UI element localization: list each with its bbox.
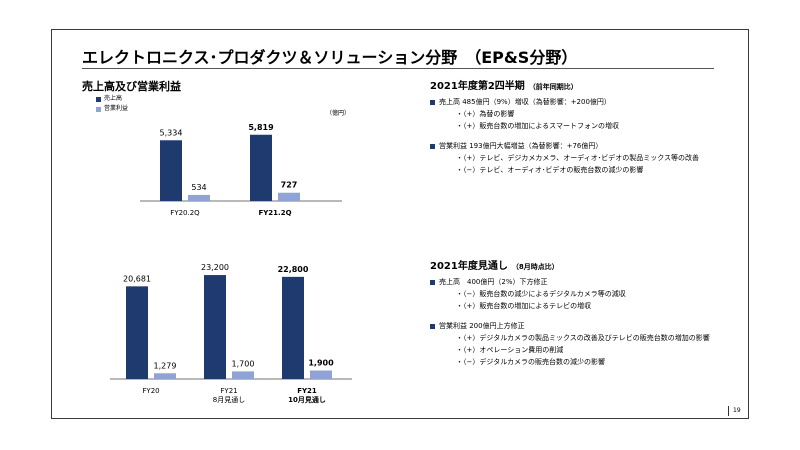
bar-value-label: 23,200	[201, 263, 229, 272]
q2-sales-item: ・（+）為替の影響	[456, 110, 515, 118]
legend-label-sales: 売上高	[104, 95, 123, 102]
bullet-icon	[430, 99, 435, 105]
forecast-panel-heading: 2021年度見通し	[430, 261, 508, 272]
quarterly-bar-chart: 5,334 534 FY20.2Q 5,819 727 FY21.2Q	[140, 123, 342, 217]
bar-sales	[126, 286, 148, 379]
category-tick-label: FY21 8月見通し	[213, 387, 245, 404]
bar-operating-profit	[310, 370, 332, 379]
bar-operating-profit	[232, 371, 254, 379]
legend-item-sales: 売上高	[96, 94, 128, 104]
q2-panel-note: （前年同期比）	[528, 83, 578, 91]
forecast-sales-block: 売上高 400億円（2%）下方修正 ・（−）販売台数の減少によるデジタルカメラ等…	[430, 276, 710, 312]
category-tick-label: FY20.2Q	[170, 209, 200, 217]
bar-value-label: 20,681	[123, 274, 151, 283]
bar-value-label: 534	[191, 183, 206, 192]
slide-title: エレクトロニクス･プロダクツ＆ソリューション分野 （EP&S分野）	[82, 48, 578, 67]
bar-value-label: 22,800	[278, 265, 309, 274]
q2-panel: 2021年度第2四半期 （前年同期比） 売上高 485億円（9%）増収（為替影響：…	[430, 80, 699, 184]
page-number: 19	[728, 406, 741, 416]
bar-sales	[160, 140, 182, 201]
bar-operating-profit	[278, 192, 300, 201]
chart-section-title: 売上高及び営業利益	[82, 80, 181, 93]
q2-sales-head: 売上高 485億円（9%）増収（為替影響：+200億円）	[439, 98, 611, 106]
bullet-icon	[430, 323, 435, 329]
forecast-profit-block: 営業利益 200億円上方修正 ・（+）デジタルカメラの製品ミックスの改善及びテレ…	[430, 320, 710, 368]
q2-profit-item: ・（−）テレビ、オーディオ･ビデオの販売台数の減少の影響	[456, 166, 644, 174]
forecast-sales-item: ・（+）販売台数の増加によるテレビの増収	[456, 302, 592, 310]
bar-operating-profit	[154, 373, 176, 379]
forecast-profit-item: ・（+）オペレーション費用の削減	[456, 346, 564, 354]
q2-panel-heading: 2021年度第2四半期	[430, 81, 525, 92]
unit-label: （億円）	[326, 110, 351, 117]
q2-profit-item: ・（+）テレビ、デジカメカメラ、オーディオ･ビデオの製品ミックス等の改善	[456, 154, 700, 162]
legend-label-profit: 営業利益	[104, 105, 129, 112]
category-tick-label: FY20	[142, 387, 159, 395]
q2-panel-title: 2021年度第2四半期 （前年同期比）	[430, 80, 699, 94]
q2-sales-block: 売上高 485億円（9%）増収（為替影響：+200億円） ・（+）為替の影響 ・…	[430, 96, 699, 132]
category-tick-label: FY21.2Q	[258, 209, 291, 217]
forecast-panel-note: （8月時点比）	[511, 263, 559, 271]
forecast-profit-item: ・（+）デジタルカメラの製品ミックスの改善及びテレビの販売台数の増加の影響	[456, 334, 710, 342]
q2-profit-head: 営業利益 193億円大幅増益（為替影響：+76億円）	[439, 142, 603, 150]
q2-sales-item: ・（+）販売台数の増加によるスマートフォンの増収	[456, 122, 619, 130]
category-tick-label: FY21 10月見通し	[288, 387, 326, 404]
bullet-icon	[430, 143, 435, 149]
bar-sales	[204, 275, 226, 379]
bar-value-label: 5,334	[160, 128, 183, 137]
bar-value-label: 727	[281, 181, 298, 190]
forecast-sales-head: 売上高 400億円（2%）下方修正	[439, 278, 548, 286]
slide: エレクトロニクス･プロダクツ＆ソリューション分野 （EP&S分野） 売上高及び営…	[51, 29, 749, 419]
bar-sales	[250, 134, 272, 201]
legend-swatch-sales	[96, 96, 101, 102]
forecast-sales-item: ・（−）販売台数の減少によるデジタルカメラ等の減収	[456, 290, 626, 298]
forecast-profit-head: 営業利益 200億円上方修正	[439, 322, 525, 330]
forecast-panel: 2021年度見通し （8月時点比） 売上高 400億円（2%）下方修正 ・（−）販…	[430, 260, 710, 376]
forecast-profit-item: ・（−）デジタルカメラの販売台数の減少の影響	[456, 358, 606, 366]
legend-item-profit: 営業利益	[96, 104, 128, 114]
bullet-icon	[430, 279, 435, 285]
bar-value-label: 5,819	[248, 123, 274, 132]
bar-operating-profit	[188, 194, 210, 201]
bar-value-label: 1,279	[154, 361, 177, 370]
legend-swatch-profit	[96, 106, 101, 112]
q2-profit-block: 営業利益 193億円大幅増益（為替影響：+76億円） ・（+）テレビ、デジカメカ…	[430, 140, 699, 176]
forecast-panel-title: 2021年度見通し （8月時点比）	[430, 260, 710, 274]
annual-bar-chart: 20,681 1,279 FY20 23,200 1,700 FY21 8月見通し 22,80…	[110, 263, 352, 404]
bar-sales	[282, 276, 304, 379]
bar-value-label: 1,900	[308, 358, 334, 367]
bar-value-label: 1,700	[232, 359, 255, 368]
chart-legend: 売上高 営業利益	[96, 94, 128, 114]
title-divider	[82, 68, 714, 69]
